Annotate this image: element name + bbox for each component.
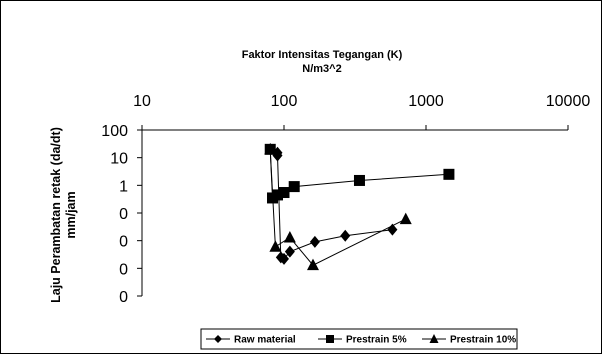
data-point bbox=[443, 168, 455, 180]
legend: Raw material Prestrain 5% Prestrain 10% bbox=[200, 328, 518, 350]
legend-label: Prestrain 10% bbox=[450, 335, 516, 346]
x-tick-label: 10000 bbox=[546, 93, 591, 110]
legend-box bbox=[200, 328, 518, 350]
legend-item: Prestrain 5% bbox=[318, 335, 407, 346]
y-axis-unit: mm/jam bbox=[64, 191, 78, 238]
data-point bbox=[284, 245, 295, 258]
y-tick-label: 0 bbox=[119, 206, 128, 223]
data-point bbox=[399, 212, 412, 225]
x-tick-label: 10 bbox=[133, 93, 151, 110]
y-tick-label: 1 bbox=[119, 178, 128, 195]
data-point bbox=[340, 229, 351, 242]
chart-subtitle: N/m3^2 bbox=[302, 63, 341, 75]
data-point bbox=[269, 240, 282, 252]
data-point bbox=[306, 258, 319, 271]
y-tick-label: 0 bbox=[119, 261, 128, 278]
data-point bbox=[288, 181, 300, 193]
data-point bbox=[278, 187, 290, 199]
legend-marker bbox=[214, 335, 222, 343]
data-point bbox=[283, 231, 296, 243]
legend-marker bbox=[429, 334, 439, 343]
y-axis-label: Laju Perambatan retak (da/dt) bbox=[49, 127, 63, 303]
series-line bbox=[277, 152, 393, 260]
data-point bbox=[264, 142, 277, 155]
legend-label: Raw material bbox=[234, 335, 296, 346]
data-point bbox=[279, 252, 289, 265]
data-point bbox=[272, 189, 284, 201]
y-tick-label: 100 bbox=[101, 123, 128, 140]
y-tick-label: 0 bbox=[119, 234, 128, 251]
legend-item: Prestrain 10% bbox=[422, 334, 516, 346]
legend-item: Raw material bbox=[206, 335, 296, 346]
y-tick-label: 0 bbox=[119, 289, 128, 306]
y-tick-label: 10 bbox=[110, 151, 128, 168]
legend-label: Prestrain 5% bbox=[346, 335, 407, 346]
series-triangle bbox=[264, 142, 412, 271]
legend-marker bbox=[326, 335, 334, 343]
chart-title: Faktor Intensitas Tegangan (K) bbox=[242, 49, 403, 61]
x-tick-label: 1000 bbox=[408, 93, 444, 110]
data-point bbox=[353, 174, 365, 186]
x-tick-label: 100 bbox=[271, 93, 298, 110]
data-point bbox=[309, 235, 320, 248]
plot-series bbox=[264, 142, 455, 271]
